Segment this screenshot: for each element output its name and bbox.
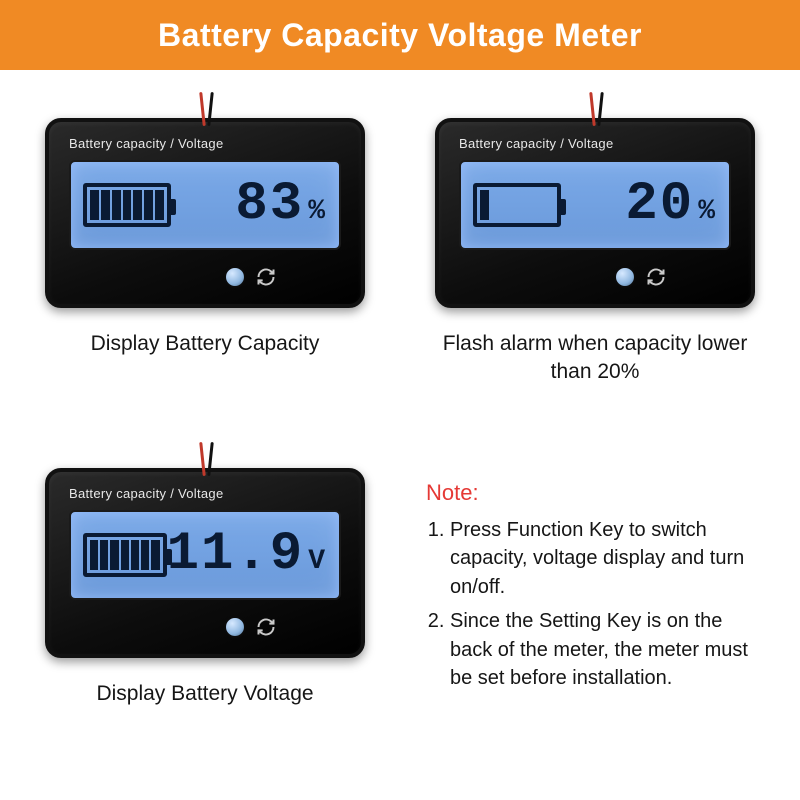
lcd-screen: 11.9 V (69, 510, 341, 600)
battery-icon (83, 183, 171, 227)
caption: Display Battery Capacity (91, 330, 320, 358)
header-bar: Battery Capacity Voltage Meter (0, 0, 800, 70)
note-item: Press Function Key to switch capacity, v… (450, 516, 770, 601)
caption: Display Battery Voltage (96, 680, 313, 708)
meter-grid: Battery capacity / Voltage 83 % Display … (0, 70, 800, 790)
readout-value: 20 % (625, 178, 717, 232)
battery-icon (83, 533, 167, 577)
lead-wires (205, 442, 207, 472)
meter-capacity-high: Battery capacity / Voltage 83 % (45, 118, 365, 308)
wire-red (589, 92, 596, 126)
readout-value: 11.9 V (167, 528, 327, 582)
meter-voltage: Battery capacity / Voltage 11.9 V (45, 468, 365, 658)
caption: Flash alarm when capacity lower than 20% (420, 330, 770, 387)
cell-note: Note: Press Function Key to switch capac… (420, 440, 770, 780)
bezel-label: Battery capacity / Voltage (459, 136, 614, 151)
lead-wires (205, 92, 207, 122)
value-digits: 20 (625, 178, 694, 232)
value-unit: % (698, 198, 717, 226)
wire-black (207, 92, 214, 126)
bezel-label: Battery capacity / Voltage (69, 136, 224, 151)
refresh-icon (256, 617, 276, 637)
meter-capacity-low: Battery capacity / Voltage 20 % (435, 118, 755, 308)
value-digits: 83 (235, 178, 304, 232)
note-list: Press Function Key to switch capacity, v… (426, 516, 770, 692)
function-button[interactable] (224, 616, 246, 638)
wire-black (597, 92, 604, 126)
note-item: Since the Setting Key is on the back of … (450, 607, 770, 692)
function-button[interactable] (614, 266, 636, 288)
value-digits: 11.9 (167, 528, 305, 582)
lcd-screen: 20 % (459, 160, 731, 250)
refresh-icon (256, 267, 276, 287)
cell-capacity-low: Battery capacity / Voltage 20 % Flash al… (420, 90, 770, 430)
note-block: Note: Press Function Key to switch capac… (420, 440, 770, 698)
wire-red (199, 92, 206, 126)
lead-wires (595, 92, 597, 122)
readout-value: 83 % (235, 178, 327, 232)
lcd-screen: 83 % (69, 160, 341, 250)
wire-black (207, 442, 214, 476)
function-button[interactable] (224, 266, 246, 288)
note-heading: Note: (426, 480, 770, 506)
cell-capacity-high: Battery capacity / Voltage 83 % Display … (30, 90, 380, 430)
value-unit: V (308, 548, 327, 576)
wire-red (199, 442, 206, 476)
bezel-label: Battery capacity / Voltage (69, 486, 224, 501)
battery-icon (473, 183, 561, 227)
refresh-icon (646, 267, 666, 287)
value-unit: % (308, 198, 327, 226)
header-title: Battery Capacity Voltage Meter (158, 17, 642, 54)
cell-voltage: Battery capacity / Voltage 11.9 V Displa… (30, 440, 380, 780)
